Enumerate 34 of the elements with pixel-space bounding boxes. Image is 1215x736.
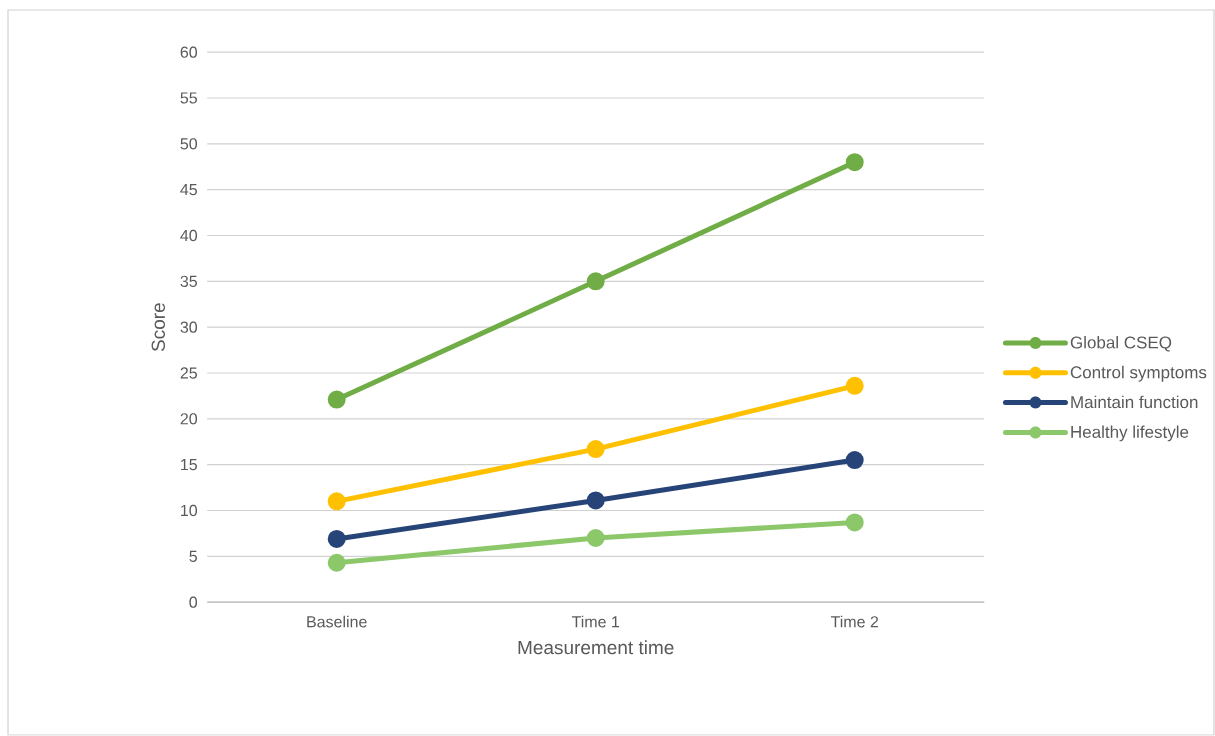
legend-label: Control symptoms bbox=[1070, 365, 1207, 382]
point bbox=[586, 491, 605, 510]
point bbox=[327, 390, 346, 409]
y-tick-label: 50 bbox=[180, 138, 198, 150]
x-axis-title: Measurement time bbox=[518, 640, 674, 655]
point bbox=[586, 440, 605, 459]
y-tick-label: 40 bbox=[180, 229, 198, 242]
y-axis-title: Score bbox=[151, 303, 166, 352]
legend-label: Maintain function bbox=[1071, 395, 1198, 409]
y-tick-label: 5 bbox=[189, 550, 197, 562]
y-tick-label: 60 bbox=[180, 46, 198, 58]
y-tick-label: 45 bbox=[180, 184, 197, 196]
point bbox=[327, 553, 346, 572]
legend-label: Global CSEQ bbox=[1070, 336, 1172, 352]
y-tick-label: 10 bbox=[181, 504, 198, 517]
y-tick-label: 30 bbox=[180, 321, 198, 333]
x-tick-label: Time 2 bbox=[830, 615, 879, 628]
y-tick-label: 0 bbox=[189, 596, 198, 608]
y-tick-label: 25 bbox=[180, 367, 197, 379]
x-tick-label: Baseline bbox=[307, 615, 367, 628]
point bbox=[327, 492, 346, 511]
point bbox=[845, 376, 864, 395]
point bbox=[845, 513, 864, 532]
point bbox=[845, 153, 864, 172]
legend-label: Healthy lifestyle bbox=[1071, 425, 1189, 442]
y-tick-label: 35 bbox=[180, 275, 197, 287]
point bbox=[586, 272, 605, 291]
point bbox=[586, 529, 605, 547]
x-tick-label: Time 1 bbox=[571, 615, 620, 628]
y-tick-label: 20 bbox=[180, 413, 198, 425]
y-tick-label: 55 bbox=[180, 92, 197, 104]
point bbox=[327, 529, 346, 548]
y-tick-label: 15 bbox=[181, 459, 197, 471]
point bbox=[845, 451, 864, 470]
